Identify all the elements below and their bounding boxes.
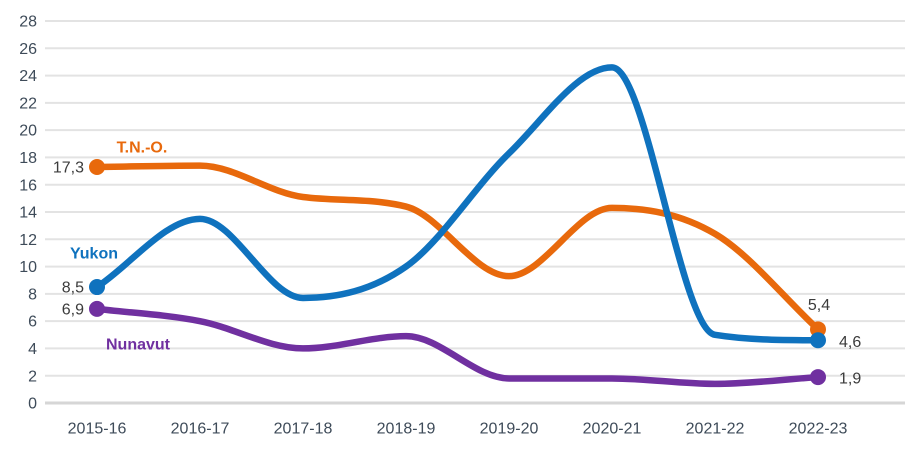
x-tick-label: 2018-19 bbox=[377, 421, 436, 438]
y-tick-label: 16 bbox=[19, 177, 37, 194]
y-tick-label: 2 bbox=[28, 368, 37, 385]
x-tick-label: 2022-23 bbox=[789, 421, 848, 438]
y-tick-label: 6 bbox=[28, 314, 37, 331]
series-label-yukon: Yukon bbox=[70, 246, 118, 263]
y-tick-label: 14 bbox=[19, 205, 37, 222]
x-tick-label: 2016-17 bbox=[171, 421, 230, 438]
y-tick-label: 12 bbox=[19, 232, 37, 249]
series-label-nunavut: Nunavut bbox=[106, 337, 171, 354]
x-tick-label: 2021-22 bbox=[686, 421, 745, 438]
series-last-dot-nunavut bbox=[810, 369, 826, 386]
series-line-yukon bbox=[93, 64, 822, 344]
series-line-nunavut bbox=[93, 305, 822, 388]
y-tick-label: 18 bbox=[19, 150, 37, 167]
value-label-first-nunavut: 6,9 bbox=[62, 301, 84, 318]
y-tick-label: 24 bbox=[19, 68, 37, 85]
value-label-last-tno: 5,4 bbox=[808, 297, 830, 314]
y-tick-label: 22 bbox=[19, 95, 37, 112]
x-tick-label: 2015-16 bbox=[68, 421, 127, 438]
series-first-dot-tno bbox=[89, 158, 105, 175]
y-tick-label: 0 bbox=[28, 396, 37, 413]
y-tick-label: 10 bbox=[19, 259, 37, 276]
y-tick-label: 8 bbox=[28, 286, 37, 303]
y-tick-label: 4 bbox=[28, 341, 37, 358]
x-tick-label: 2019-20 bbox=[480, 421, 539, 438]
series-line-tno bbox=[93, 162, 822, 333]
series-first-dot-yukon bbox=[89, 279, 105, 296]
y-tick-label: 20 bbox=[19, 123, 37, 140]
value-label-last-yukon: 4,6 bbox=[839, 334, 861, 351]
series-first-dot-nunavut bbox=[89, 300, 105, 317]
series-last-dot-yukon bbox=[810, 332, 826, 349]
y-tick-label: 26 bbox=[19, 41, 37, 58]
value-label-last-nunavut: 1,9 bbox=[839, 371, 861, 388]
x-tick-label: 2020-21 bbox=[583, 421, 642, 438]
value-label-first-tno: 17,3 bbox=[53, 160, 84, 177]
series-label-tno: T.N.-O. bbox=[117, 140, 168, 157]
x-tick-label: 2017-18 bbox=[274, 421, 333, 438]
y-tick-label: 28 bbox=[19, 14, 37, 31]
value-label-first-yukon: 8,5 bbox=[62, 280, 84, 297]
